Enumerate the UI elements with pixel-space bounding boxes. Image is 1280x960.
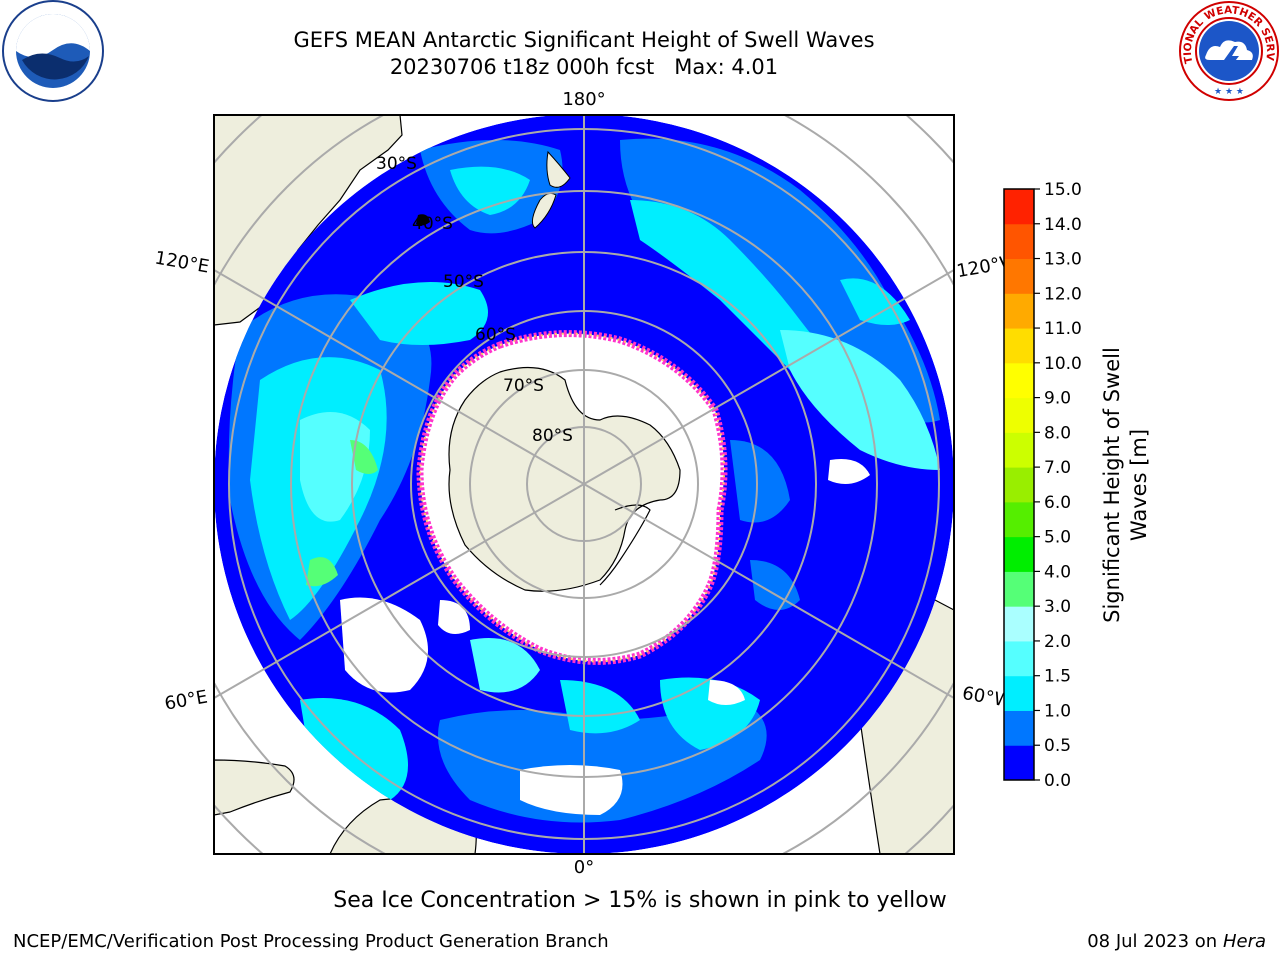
ice-patches: [340, 459, 870, 815]
colorbar-tick-label: 13.0: [1044, 250, 1082, 270]
colorbar-tick-label: 5.0: [1044, 528, 1071, 548]
colorbar-tick-label: 2.0: [1044, 632, 1071, 652]
lat-label-70: 70°S: [503, 376, 544, 396]
colorbar-swatch: [1004, 640, 1034, 677]
colorbar-swatch: [1004, 328, 1034, 364]
colorbar-swatch: [1004, 710, 1034, 746]
lat-label-30: 30°S: [376, 154, 417, 174]
colorbar-swatch: [1004, 501, 1034, 538]
nws-logo-icon: NATIONAL WEATHER SERVICE ★ ★ ★: [1178, 0, 1279, 101]
colorbar-tick-label: 0.5: [1044, 736, 1071, 756]
noaa-logo-text: NOAA: [32, 23, 74, 38]
lon-label-180: 180°: [562, 89, 605, 110]
chart-title: GEFS MEAN Antarctic Significant Height o…: [293, 28, 875, 52]
colorbar-swatch: [1004, 467, 1034, 503]
colorbar-label-line2: Waves [m]: [1127, 428, 1151, 542]
lat-label-60: 60°S: [475, 325, 516, 345]
colorbar-tick-label: 8.0: [1044, 423, 1071, 443]
antarctica-land: [448, 366, 681, 592]
colorbar-swatch: [1004, 258, 1034, 294]
footer-credit: NCEP/EMC/Verification Post Processing Pr…: [13, 931, 609, 952]
footer-date: 08 Jul 2023 on Hera: [1087, 931, 1266, 952]
colorbar-tick-label: 0.0: [1044, 771, 1071, 791]
colorbar-swatch: [1004, 223, 1034, 260]
noaa-logo-icon: NOAA: [2, 0, 104, 102]
colorbar-tick-label: 15.0: [1044, 180, 1082, 200]
colorbar-swatch: [1004, 293, 1034, 329]
lon-label-0: 0°: [574, 857, 594, 878]
colorbar-tick-label: 12.0: [1044, 284, 1082, 304]
colorbar-tick-label: 11.0: [1044, 319, 1082, 339]
footer-host: Hera: [1222, 931, 1266, 952]
map-frame-border: [213, 114, 955, 855]
colorbar: 0.0 0.5 1.0 1.5 2.0 3.0 4.0 5.0 6.0 7.0 8.0 9.0 10.0…: [1003, 180, 1082, 791]
lat-label-50: 50°S: [443, 272, 484, 292]
colorbar-tick-label: 4.0: [1044, 562, 1071, 582]
sea-ice-note: Sea Ice Concentration > 15% is shown in …: [333, 888, 947, 913]
chart-subtitle: 20230706 t18z 000h fcst Max: 4.01: [389, 55, 779, 79]
colorbar-label-line1: Significant Height of Swell: [1100, 347, 1124, 623]
colorbar-label: Significant Height of Swell Waves [m]: [1099, 275, 1159, 695]
svg-text:★ ★ ★: ★ ★ ★: [1214, 87, 1244, 97]
colorbar-tick-label: 7.0: [1044, 458, 1071, 478]
colorbar-tick-label: 6.0: [1044, 493, 1071, 513]
colorbar-swatch: [1004, 675, 1034, 711]
colorbar-tick-label: 1.5: [1044, 667, 1071, 687]
swell-field: [228, 138, 940, 823]
latitude-labels: 30°S 40°S 50°S 60°S 70°S 80°S: [376, 154, 573, 446]
lat-label-40: 40°S: [412, 214, 453, 234]
colorbar-swatch: [1004, 536, 1034, 572]
colorbar-tick-label: 9.0: [1044, 389, 1071, 409]
colorbar-border: [1003, 188, 1035, 781]
lat-label-80: 80°S: [532, 426, 573, 446]
colorbar-swatch: [1004, 189, 1034, 225]
colorbar-tick-label: 3.0: [1044, 597, 1071, 617]
colorbar-swatch: [1004, 606, 1034, 642]
colorbar-swatch: [1004, 432, 1034, 468]
colorbar-tick-label: 1.0: [1044, 701, 1071, 721]
colorbar-swatch: [1004, 397, 1034, 433]
lon-label-60e: 60°E: [163, 686, 209, 714]
lon-label-120e: 120°E: [153, 247, 211, 277]
colorbar-tick-label: 10.0: [1044, 354, 1082, 374]
colorbar-swatch: [1004, 745, 1034, 781]
colorbar-tick-label: 14.0: [1044, 215, 1082, 235]
footer-date-text: 08 Jul 2023 on: [1087, 931, 1223, 952]
colorbar-swatch: [1004, 571, 1034, 607]
graticule: [214, 115, 954, 854]
colorbar-swatch: [1004, 362, 1034, 399]
